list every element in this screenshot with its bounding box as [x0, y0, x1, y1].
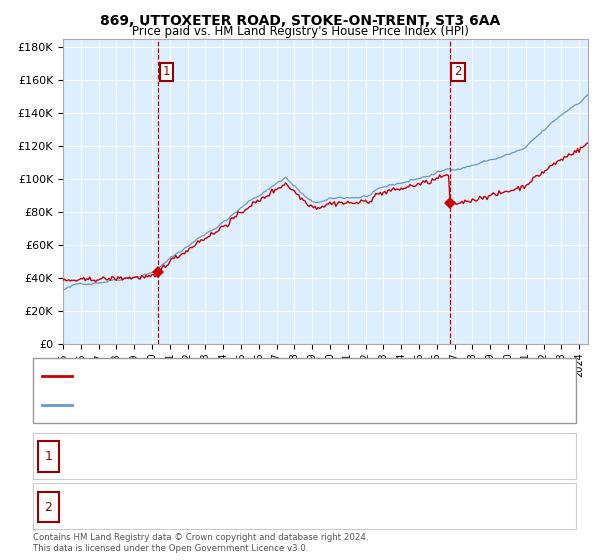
Text: 18% ↓ HPI: 18% ↓ HPI: [375, 500, 437, 513]
Text: 2: 2: [44, 501, 52, 514]
Text: Price paid vs. HM Land Registry's House Price Index (HPI): Price paid vs. HM Land Registry's House …: [131, 25, 469, 38]
Text: 869, UTTOXETER ROAD, STOKE-ON-TRENT, ST3 6AA (semi-detached house): 869, UTTOXETER ROAD, STOKE-ON-TRENT, ST3…: [78, 371, 471, 381]
Text: 1: 1: [163, 66, 170, 78]
Text: 1: 1: [44, 450, 52, 464]
Text: 2: 2: [454, 66, 461, 78]
Text: 23-SEP-2016: 23-SEP-2016: [69, 500, 144, 513]
Text: HPI: Average price, semi-detached house, Stoke-on-Trent: HPI: Average price, semi-detached house,…: [78, 400, 374, 410]
Text: 05-MAY-2000: 05-MAY-2000: [69, 449, 145, 463]
Text: 18% ↑ HPI: 18% ↑ HPI: [375, 449, 437, 463]
Text: 869, UTTOXETER ROAD, STOKE-ON-TRENT, ST3 6AA: 869, UTTOXETER ROAD, STOKE-ON-TRENT, ST3…: [100, 14, 500, 28]
Text: £86,000: £86,000: [243, 500, 291, 513]
Text: Contains HM Land Registry data © Crown copyright and database right 2024.
This d: Contains HM Land Registry data © Crown c…: [33, 533, 368, 553]
Text: £44,000: £44,000: [243, 449, 292, 463]
